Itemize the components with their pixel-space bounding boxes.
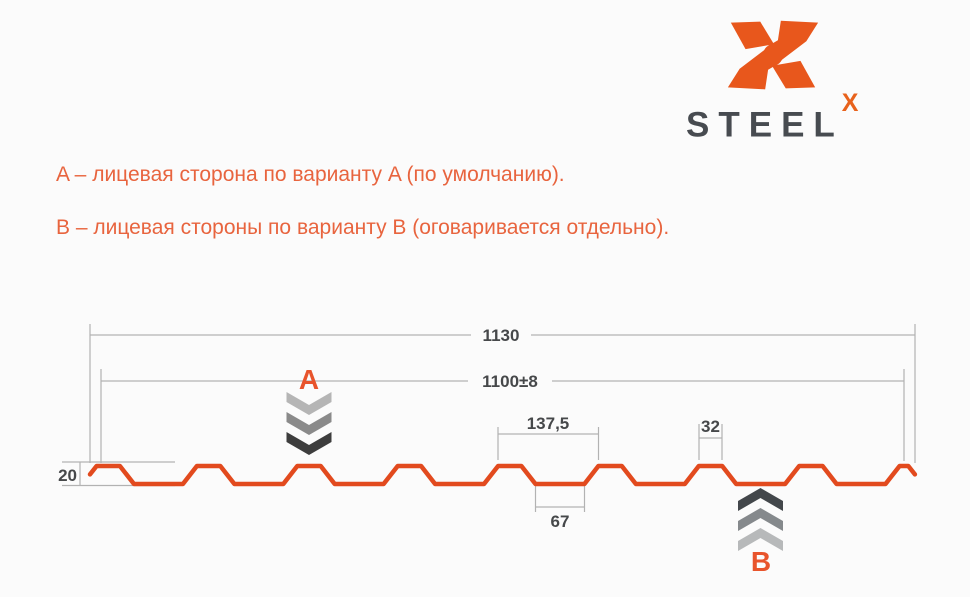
chevron-up-icon [738, 488, 783, 511]
dim-rib-top-label: 32 [701, 417, 720, 436]
chevron-up-icon [738, 528, 783, 551]
side-b-marker: B [738, 488, 783, 577]
side-a-marker: A [286, 364, 332, 455]
chevron-up-icon [738, 508, 783, 531]
chevron-down-icon [286, 392, 332, 415]
side-a-label: A [299, 364, 319, 395]
dim-rib-top: 32 [698, 417, 723, 460]
chevron-down-icon [286, 412, 332, 435]
logo-brand-sup-x: X [841, 89, 859, 117]
dim-overall-width-label: 1130 [483, 326, 520, 345]
dim-valley-width: 67 [534, 486, 586, 531]
dim-overall-width: 1130 [89, 324, 916, 463]
logo-x-bottom-left-hook [727, 46, 783, 90]
note-variant-a: A – лицевая сторона по варианту A (по ум… [56, 163, 565, 186]
logo-x-top-left-arm [730, 21, 774, 50]
dim-valley-width-label: 67 [551, 512, 570, 531]
logo-x-bottom-right-arm [772, 60, 816, 89]
note-variant-b: B – лицевая стороны по варианту B (огова… [56, 216, 670, 239]
dim-working-width-label: 1100±8 [482, 372, 538, 391]
dim-profile-height-label: 20 [58, 466, 77, 485]
chevron-down-icon [286, 432, 332, 455]
side-b-label: B [751, 546, 771, 577]
logo-brand-text: STEEL [686, 105, 844, 145]
steelx-logo-mark-icon [727, 20, 819, 90]
dim-rib-pitch: 137,5 [497, 414, 600, 460]
dim-rib-pitch-label: 137,5 [527, 414, 570, 433]
dim-working-width: 1100±8 [100, 369, 905, 463]
profile-outline [87, 463, 918, 487]
logo-wordmark: STEELX [686, 89, 946, 146]
